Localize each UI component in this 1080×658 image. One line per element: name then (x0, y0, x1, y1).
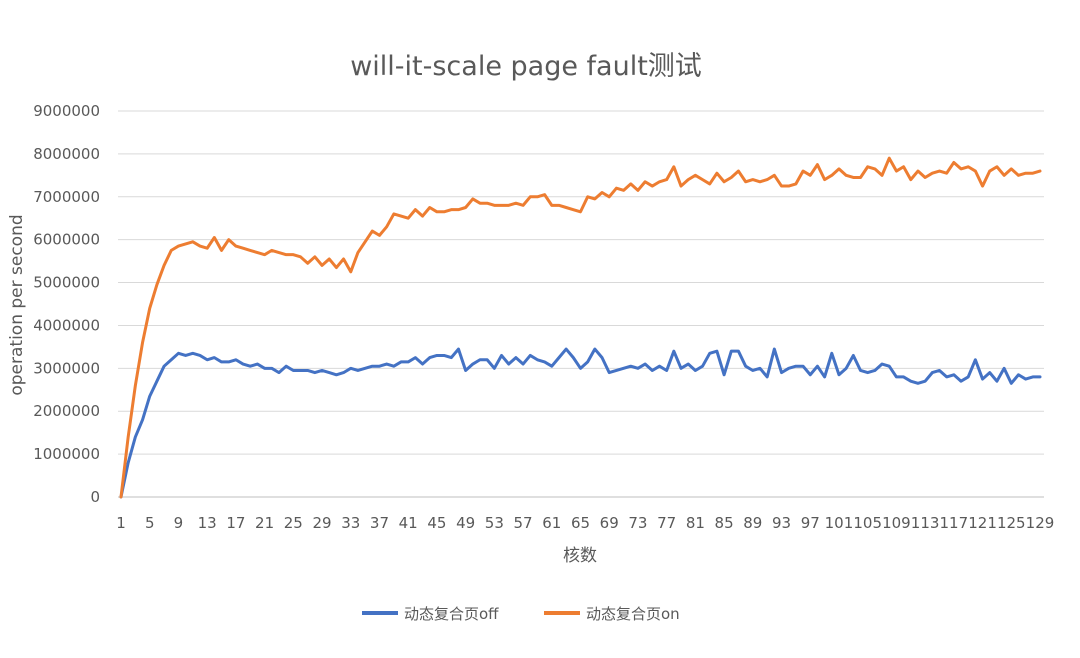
y-tick-label: 8000000 (33, 145, 100, 163)
x-tick-label: 117 (940, 514, 969, 532)
x-tick-label: 89 (743, 514, 762, 532)
y-tick-label: 4000000 (33, 316, 100, 334)
y-tick-label: 2000000 (33, 402, 100, 420)
x-tick-label: 1 (116, 514, 126, 532)
chart-title: will-it-scale page fault测试 (350, 51, 702, 82)
x-tick-label: 129 (1026, 514, 1055, 532)
x-tick-label: 69 (600, 514, 619, 532)
x-tick-label: 121 (968, 514, 997, 532)
y-tick-label: 7000000 (33, 188, 100, 206)
x-tick-label: 41 (399, 514, 418, 532)
y-tick-label: 0 (90, 488, 100, 506)
series-lines (119, 156, 1042, 499)
legend: 动态复合页off 动态复合页on (362, 605, 680, 623)
x-tick-label: 29 (312, 514, 331, 532)
x-tick-label: 125 (997, 514, 1026, 532)
x-tick-label: 9 (174, 514, 184, 532)
x-tick-label: 81 (686, 514, 705, 532)
series-line-1 (119, 156, 1042, 499)
legend-label-on: 动态复合页on (586, 605, 680, 623)
x-tick-label: 93 (772, 514, 791, 532)
y-tick-label: 9000000 (33, 102, 100, 120)
x-tick-label: 97 (801, 514, 820, 532)
x-tick-label: 49 (456, 514, 475, 532)
x-tick-label: 17 (226, 514, 245, 532)
x-tick-label: 113 (911, 514, 940, 532)
x-tick-label: 61 (542, 514, 561, 532)
x-tick-label: 65 (571, 514, 590, 532)
x-tick-label: 105 (853, 514, 882, 532)
series-line-0 (119, 347, 1042, 499)
legend-label-off: 动态复合页off (404, 605, 499, 623)
x-tick-label: 53 (485, 514, 504, 532)
gridlines (118, 110, 1044, 455)
x-tick-label: 101 (825, 514, 854, 532)
x-tick-label: 37 (370, 514, 389, 532)
x-axis-ticks: 1 5 9 13 17 21 25 29 33 37 41 45 49 53 57 61 65 69 73 77 81 8… (116, 514, 1054, 532)
y-axis-title: operation per second (7, 214, 27, 395)
x-tick-label: 57 (514, 514, 533, 532)
y-axis-ticks: 0 1000000 2000000 3000000 4000000 5000000 6000… (33, 102, 100, 506)
x-tick-label: 73 (628, 514, 647, 532)
x-tick-label: 25 (284, 514, 303, 532)
x-tick-label: 85 (715, 514, 734, 532)
x-tick-label: 13 (198, 514, 217, 532)
x-axis-title: 核数 (563, 546, 597, 566)
x-tick-label: 45 (427, 514, 446, 532)
x-tick-label: 33 (341, 514, 360, 532)
y-tick-label: 6000000 (33, 231, 100, 249)
y-tick-label: 5000000 (33, 274, 100, 292)
y-tick-label: 1000000 (33, 445, 100, 463)
x-tick-label: 5 (145, 514, 155, 532)
x-tick-label: 77 (657, 514, 676, 532)
x-tick-label: 109 (882, 514, 911, 532)
y-tick-label: 3000000 (33, 359, 100, 377)
x-tick-label: 21 (255, 514, 274, 532)
